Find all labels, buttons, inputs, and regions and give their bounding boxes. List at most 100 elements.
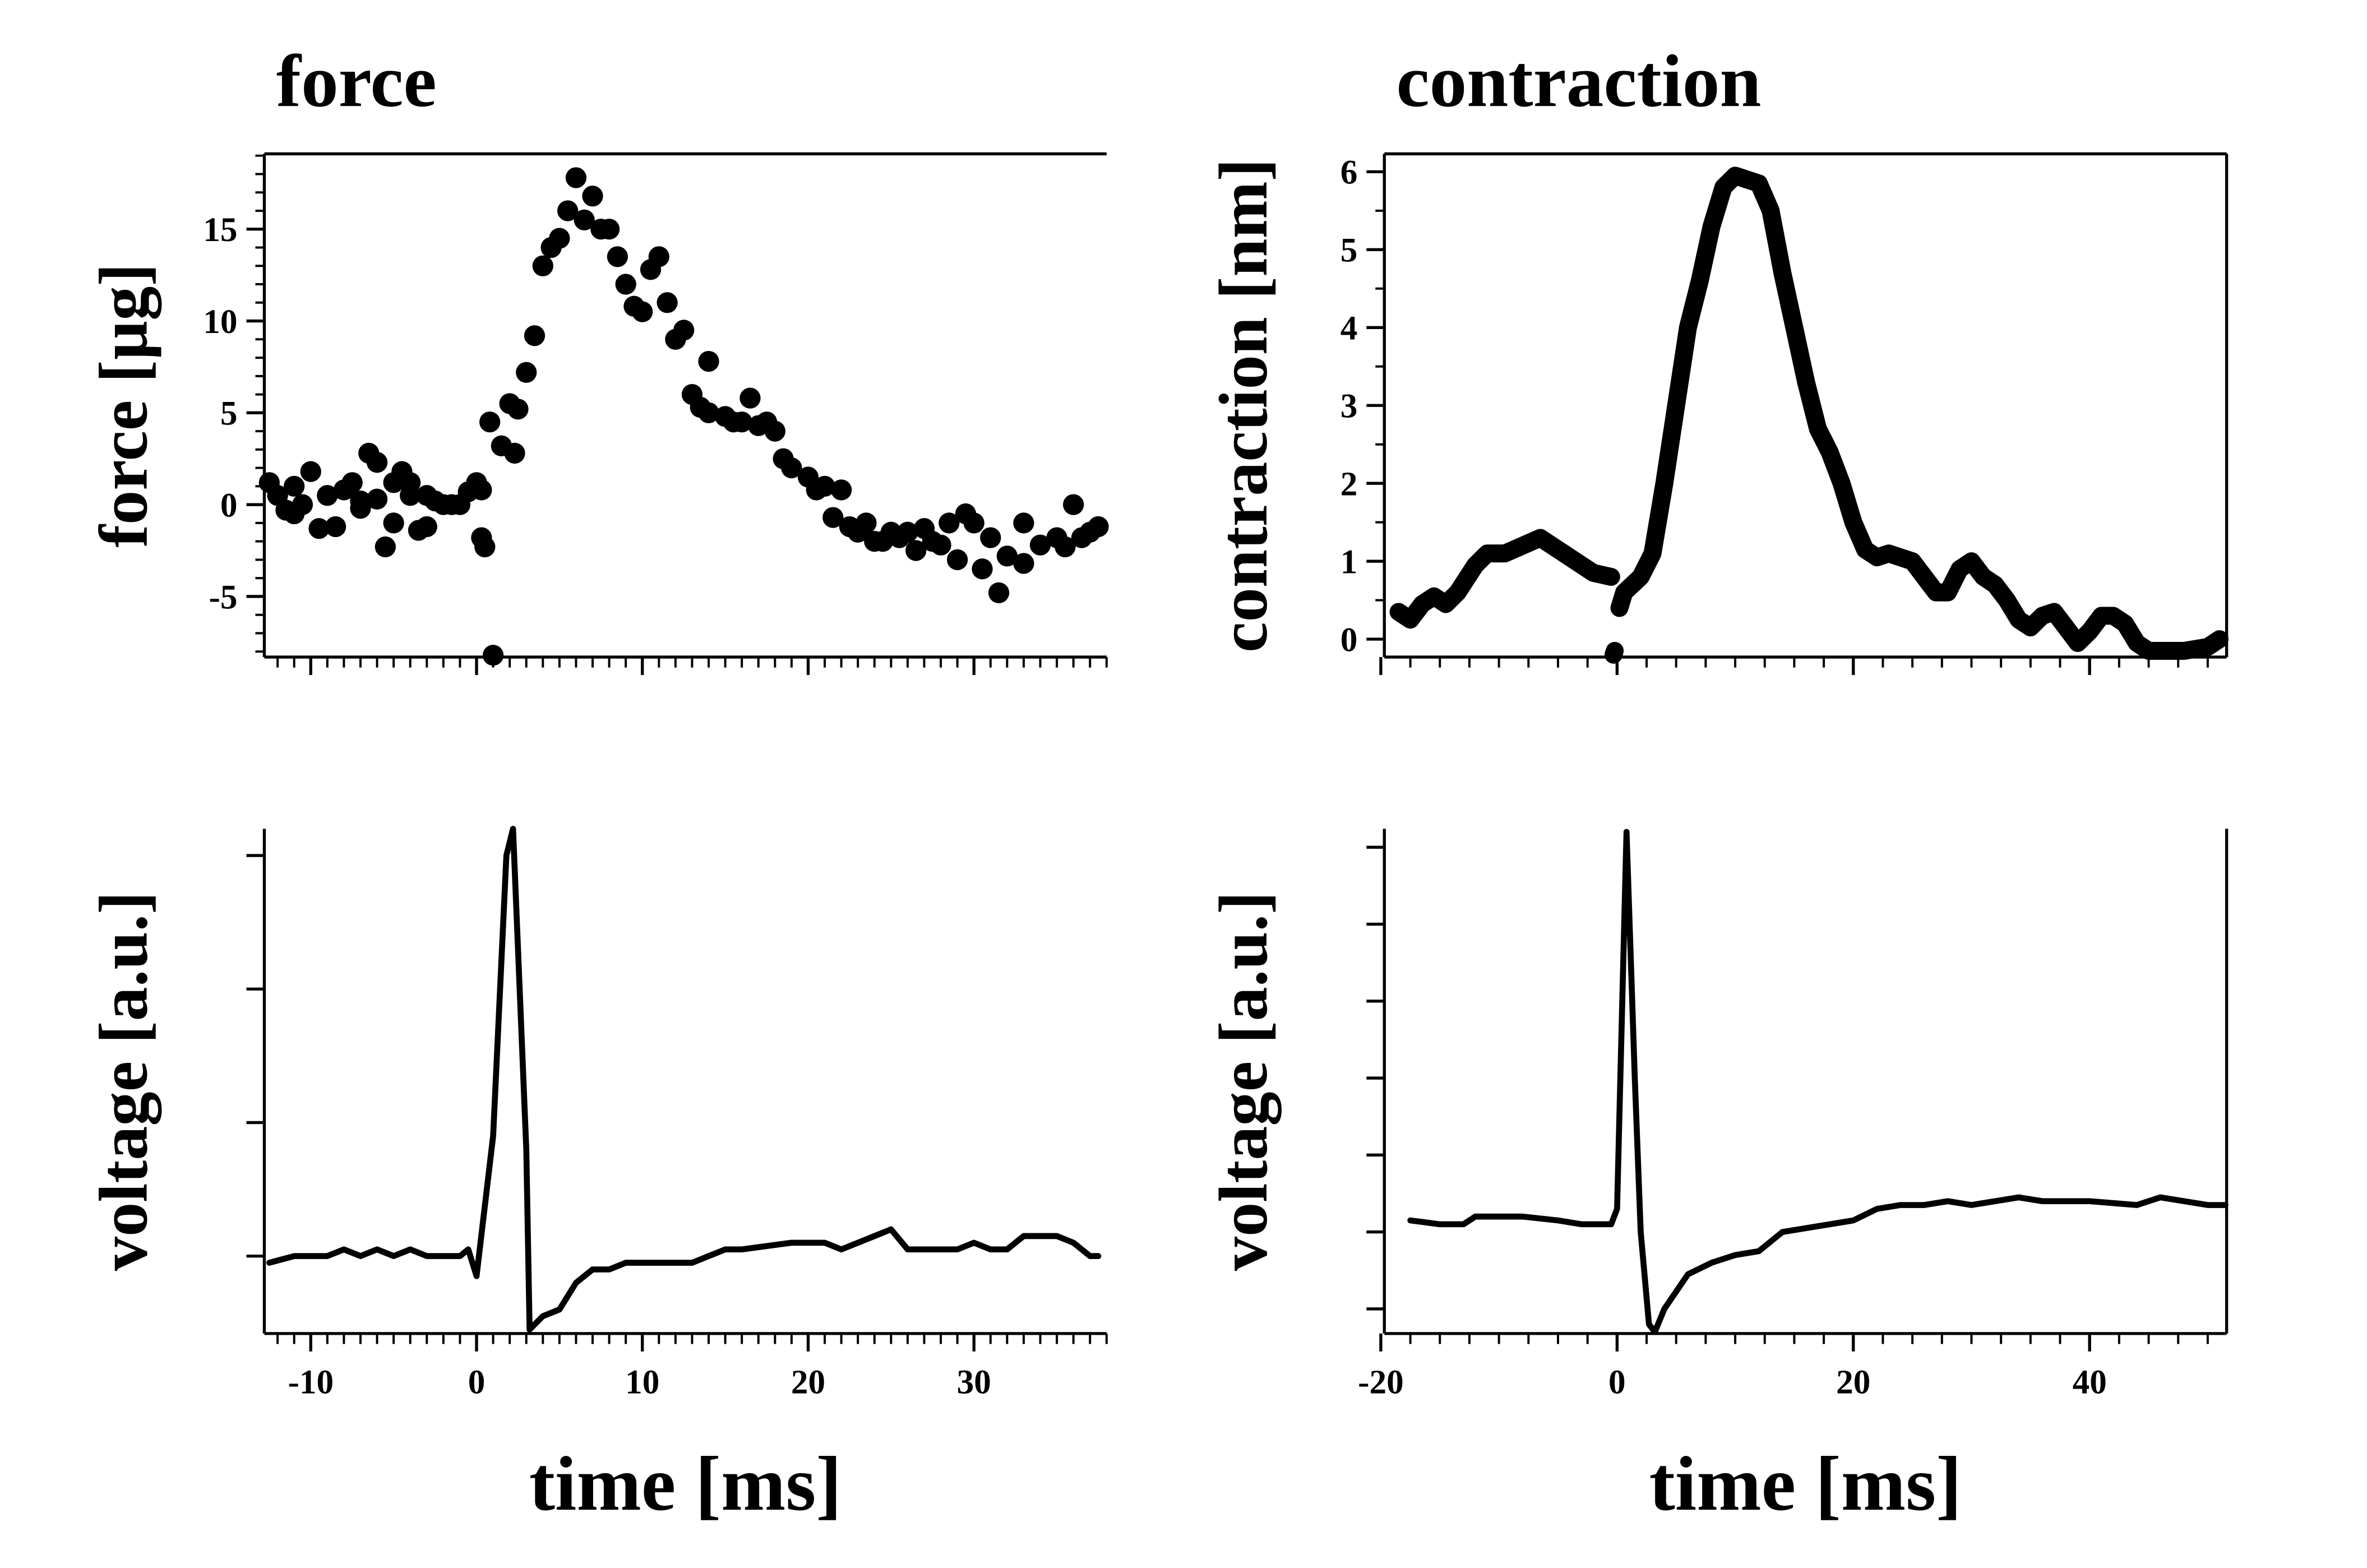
data-line: [1389, 529, 1620, 629]
data-line: [1407, 829, 2229, 1335]
data-point: [300, 461, 321, 482]
data-point: [657, 292, 678, 313]
data-point: [341, 472, 363, 493]
data-point: [574, 209, 595, 230]
data-point: [474, 536, 496, 558]
data-point: [607, 246, 628, 267]
x-axis-label: time [ms]: [529, 1441, 842, 1527]
data-point: [366, 488, 388, 510]
data-point: [565, 167, 587, 188]
panel: -20 0 20 40 voltage [a.u.] time [ms]: [1205, 829, 2229, 1527]
data-point: [996, 545, 1018, 567]
data-point: [972, 558, 993, 580]
data-point: [1013, 553, 1034, 574]
y-axis-label: voltage [a.u.]: [85, 891, 161, 1271]
data-point: [764, 420, 785, 442]
x-tick-label: 20: [1836, 1363, 1870, 1401]
data-point: [549, 228, 570, 249]
y-axis-label: contraction [nm]: [1205, 159, 1282, 653]
data-point: [557, 200, 579, 221]
data-point: [856, 512, 877, 534]
data-point: [988, 582, 1010, 604]
data-point: [814, 475, 835, 497]
data-point: [308, 518, 330, 539]
data-point: [615, 274, 636, 295]
data-point: [400, 472, 421, 493]
data-point: [479, 411, 501, 433]
y-tick-label: 0: [220, 486, 238, 524]
data-point: [375, 536, 396, 558]
panel: 0 1 2 3 4 5 6 contraction contraction [nm]: [1205, 39, 2229, 676]
data-point: [939, 512, 960, 534]
x-axis-label: time [ms]: [1649, 1441, 1962, 1527]
data-point: [897, 521, 918, 543]
y-tick-label: 4: [1340, 309, 1358, 348]
x-tick-label: 0: [468, 1363, 486, 1401]
panel: -10 0 10 20 30 voltage [a.u.] time [ms]: [85, 826, 1108, 1527]
data-point: [416, 516, 437, 538]
data-point: [366, 452, 388, 473]
y-tick-label: 6: [1340, 154, 1358, 192]
x-tick-label: 40: [2073, 1363, 2107, 1401]
y-tick-label: 5: [220, 395, 238, 433]
data-point: [1029, 534, 1051, 556]
data-point: [1055, 536, 1076, 558]
data-point: [648, 246, 669, 267]
data-point: [1088, 516, 1109, 538]
y-tick-label: 5: [1340, 232, 1358, 270]
x-tick-label: 0: [1608, 1363, 1626, 1401]
data-point: [905, 540, 927, 561]
data-point: [1013, 512, 1034, 534]
data-point: [1063, 494, 1084, 515]
data-point: [963, 512, 984, 534]
y-tick-label: 15: [203, 211, 237, 249]
data-point: [980, 527, 1001, 548]
y-tick-label: -5: [209, 578, 238, 616]
x-tick-label: -10: [288, 1363, 334, 1401]
y-axis-label: voltage [a.u.]: [1205, 891, 1282, 1271]
data-point: [504, 442, 525, 464]
data-point: [739, 387, 761, 409]
data-point: [507, 399, 529, 420]
data-point: [317, 485, 338, 506]
data-point: [532, 255, 553, 276]
data-point: [350, 498, 371, 519]
y-tick-label: 10: [203, 303, 237, 341]
data-point: [524, 325, 545, 346]
data-point: [582, 186, 603, 207]
y-tick-label: 0: [1340, 621, 1358, 659]
x-tick-label: -20: [1358, 1363, 1404, 1401]
y-tick-label: 3: [1340, 387, 1358, 425]
x-tick-label: 30: [957, 1363, 991, 1401]
data-point: [292, 494, 313, 515]
panel: -5 0 5 10 15 force force [µg]: [85, 39, 1109, 676]
data-line: [1605, 641, 1624, 664]
data-point: [947, 549, 968, 571]
x-tick-label: 10: [625, 1363, 659, 1401]
data-point: [830, 479, 852, 501]
data-point: [698, 350, 719, 372]
panel-title: contraction: [1397, 39, 1762, 122]
panel-title: force: [276, 39, 437, 122]
data-point: [781, 457, 802, 479]
y-axis-label: force [µg]: [85, 263, 161, 548]
data-point: [482, 645, 504, 666]
x-tick-label: 20: [791, 1363, 825, 1401]
data-point: [673, 320, 695, 341]
data-point: [383, 512, 404, 534]
data-point: [516, 362, 537, 383]
data-point: [325, 516, 346, 538]
y-tick-label: 2: [1340, 465, 1358, 503]
data-point: [698, 402, 719, 423]
data-point: [471, 479, 492, 501]
data-point: [822, 507, 844, 528]
y-tick-label: 1: [1340, 543, 1358, 581]
data-point: [284, 475, 305, 497]
data-line: [266, 826, 1102, 1333]
data-point: [632, 301, 653, 322]
data-point: [731, 411, 752, 433]
data-point: [930, 534, 951, 556]
data-point: [598, 219, 620, 240]
data-line: [1610, 166, 2229, 660]
